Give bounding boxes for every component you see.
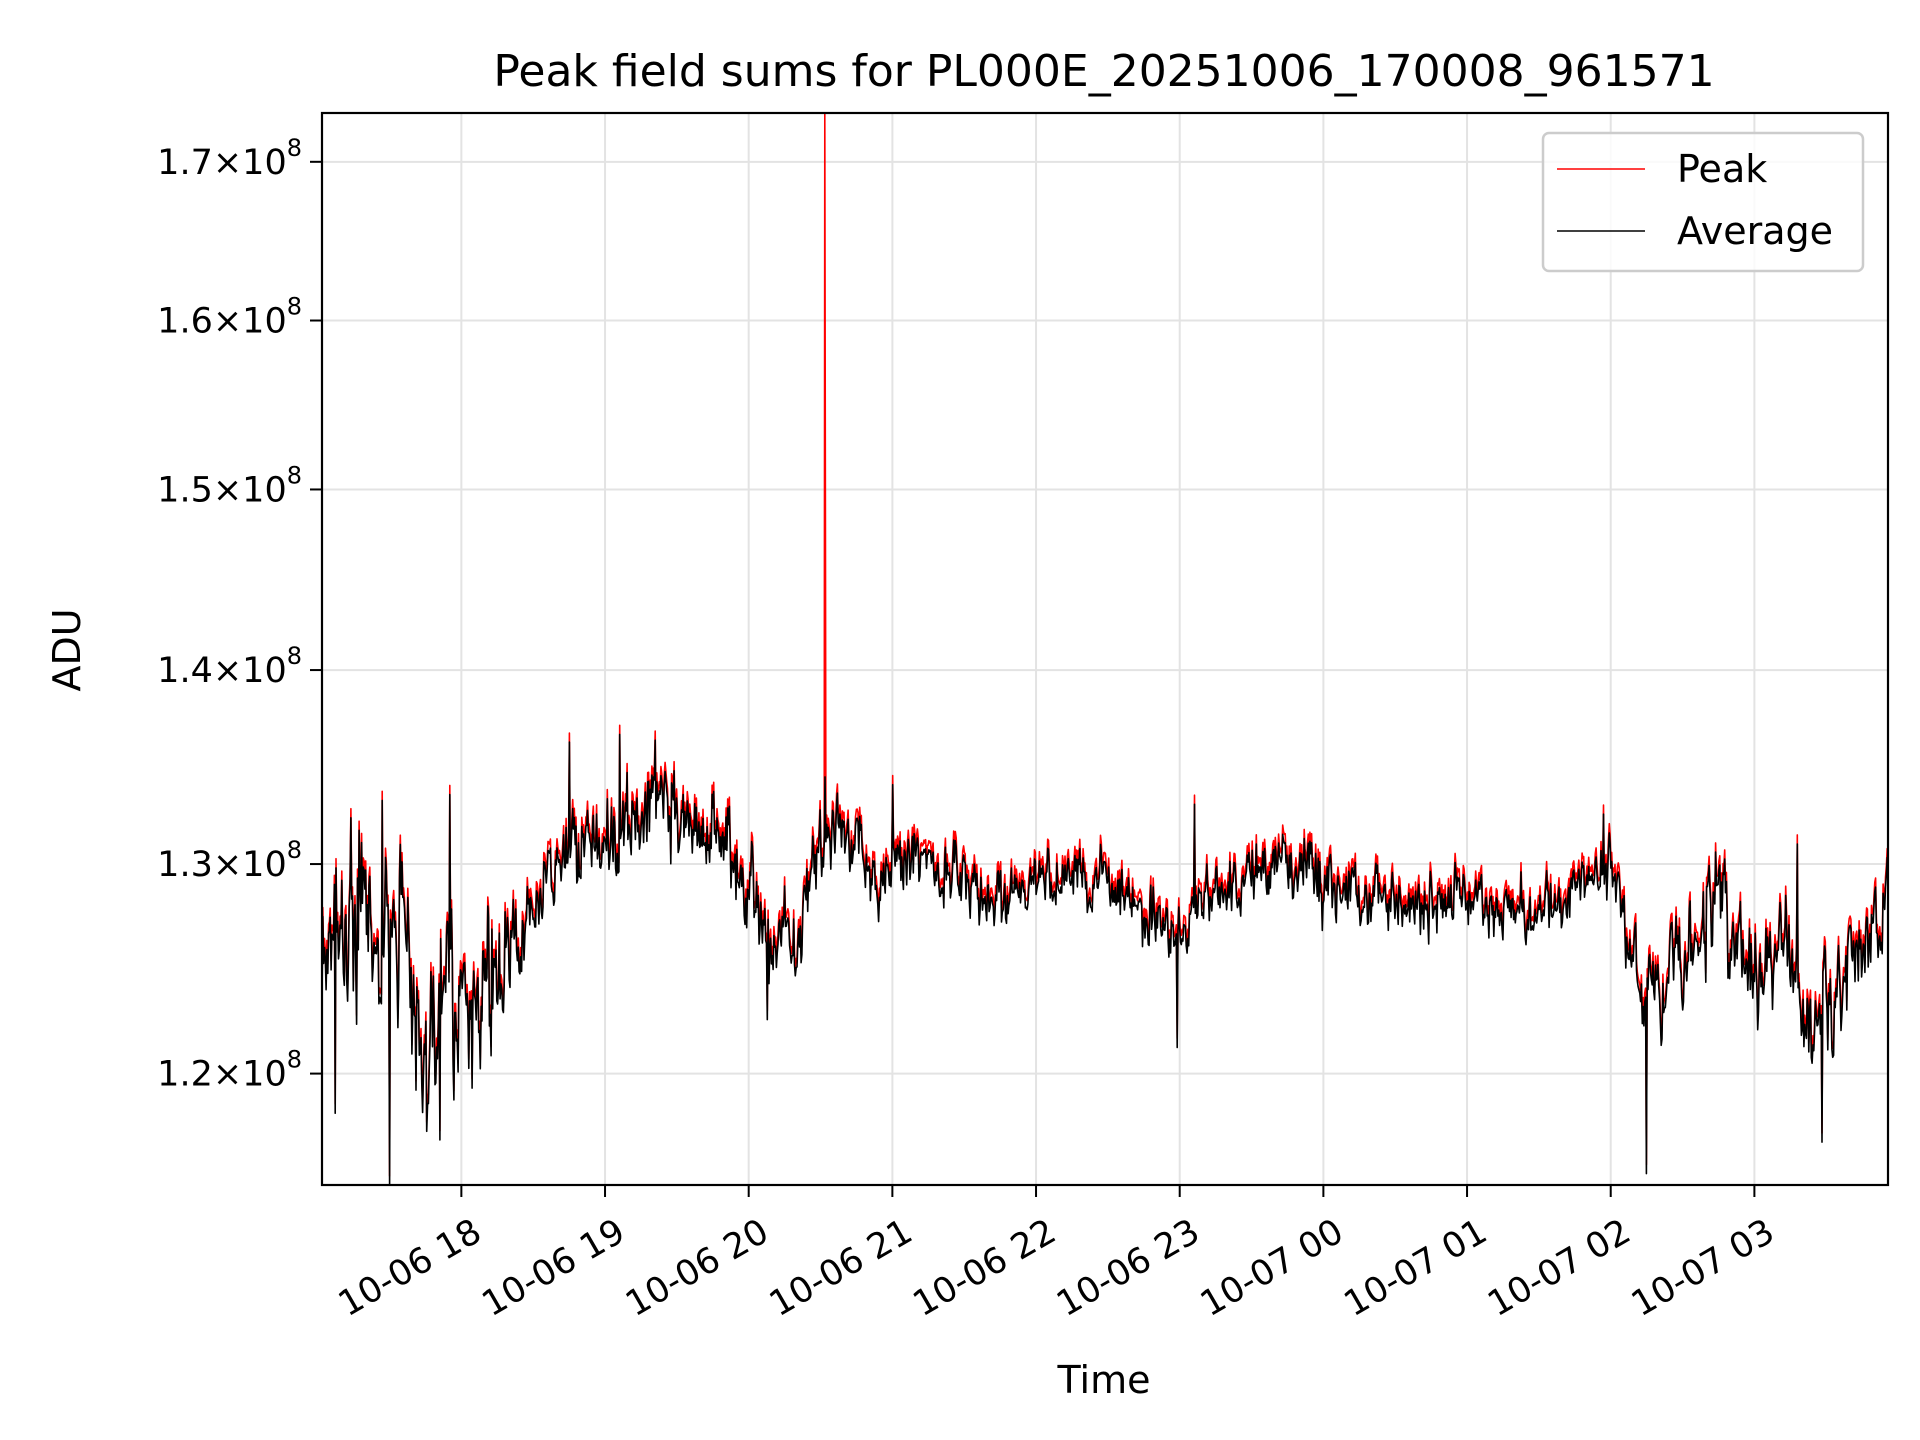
series-line-average xyxy=(322,733,1888,1185)
y-axis-label: ADU xyxy=(45,608,89,691)
y-tick-exponent: 8 xyxy=(287,1046,302,1074)
y-tick-exponent: 8 xyxy=(287,134,302,162)
y-tick-mantissa: 1.3 xyxy=(157,845,213,885)
y-tick-label: 1.7×108 xyxy=(157,134,302,183)
legend-peak-label: Peak xyxy=(1677,147,1767,191)
legend-box xyxy=(1541,131,1865,273)
y-tick-mantissa: 1.6 xyxy=(157,302,213,342)
plot-frame xyxy=(320,111,1890,1187)
y-tick-exponent: 8 xyxy=(287,642,302,670)
legend-average-label: Average xyxy=(1677,209,1833,253)
legend: Peak Average xyxy=(1541,131,1865,273)
y-tick-label: 1.6×108 xyxy=(157,293,302,342)
y-tick-exponent: 8 xyxy=(287,836,302,864)
y-tick-mantissa: 1.4 xyxy=(157,651,213,691)
y-tick-mantissa: 1.2 xyxy=(157,1055,213,1095)
y-tick-label: 1.4×108 xyxy=(157,642,302,691)
series-line-peak xyxy=(322,113,1888,1177)
y-axis: 1.2×108 1.3×108 1.4×108 1.5×108 1.6×108 1.7×1… xyxy=(157,134,322,1095)
y-tick-label: 1.3×108 xyxy=(157,836,302,885)
series-layer xyxy=(322,113,1888,1185)
y-tick-mantissa: 1.7 xyxy=(157,143,213,183)
chart-title: Peak field sums for PL000E_20251006_1700… xyxy=(493,46,1714,97)
y-tick-exponent: 8 xyxy=(287,461,302,489)
y-tick-mantissa: 1.5 xyxy=(157,470,213,510)
x-axis-label: Time xyxy=(1057,1358,1151,1402)
grid xyxy=(322,113,1888,1185)
y-tick-label: 1.5×108 xyxy=(157,461,302,510)
y-tick-exponent: 8 xyxy=(287,293,302,321)
y-tick-label: 1.2×108 xyxy=(157,1046,302,1095)
